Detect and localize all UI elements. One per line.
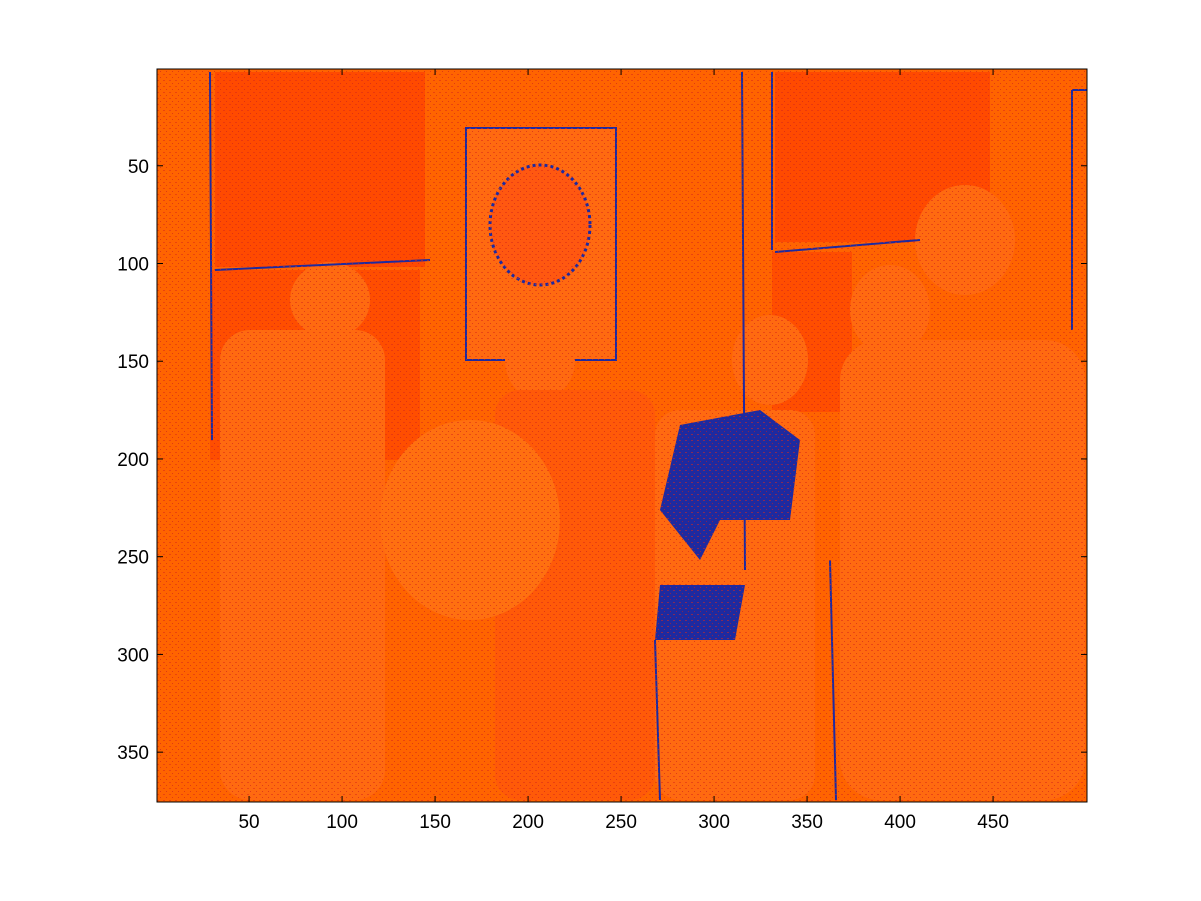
x-tick-label: 350 [791,812,823,833]
heatmap-image [157,69,1087,802]
y-tick-label: 200 [117,450,149,471]
x-tick-label: 50 [238,812,259,833]
y-tick-label: 300 [117,645,149,666]
x-tick-label: 200 [512,812,544,833]
y-tick-label: 100 [117,254,149,275]
y-tick-label: 250 [117,548,149,569]
x-tick-label: 250 [605,812,637,833]
y-tick-label: 150 [117,352,149,373]
x-tick-label: 400 [884,812,916,833]
x-tick-label: 150 [419,812,451,833]
x-tick-label: 100 [326,812,358,833]
x-tick-label: 300 [698,812,730,833]
x-tick-label: 450 [977,812,1009,833]
y-tick-label: 350 [117,743,149,764]
y-tick-label: 50 [128,157,149,178]
